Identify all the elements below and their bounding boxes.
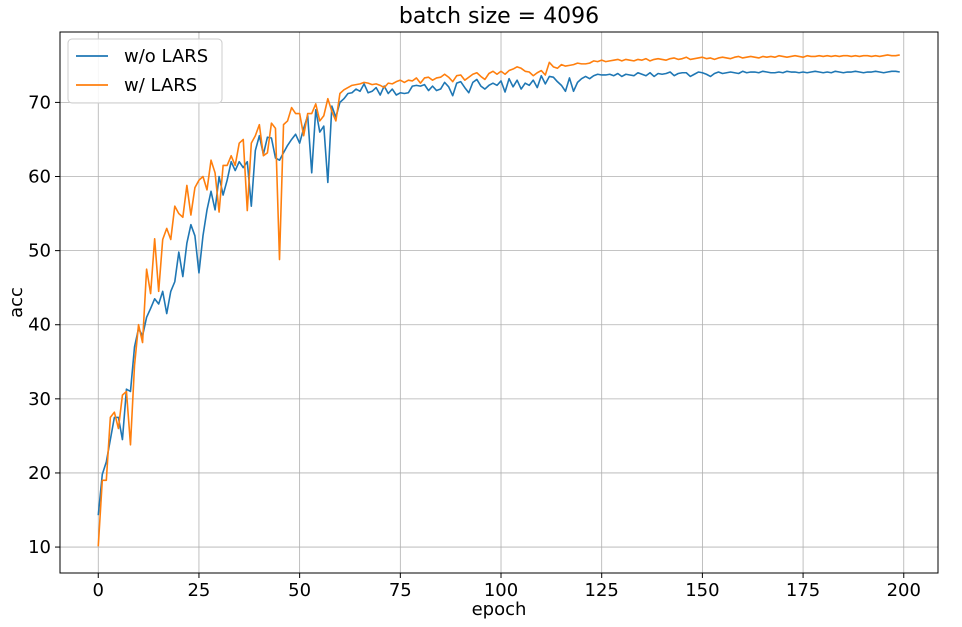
series-line-w-lars	[97, 54, 900, 547]
plot-lines	[97, 54, 900, 547]
chart-title: batch size = 4096	[399, 4, 599, 29]
legend: w/o LARS w/ LARS	[67, 38, 223, 104]
y-tick-label: 10	[28, 537, 51, 558]
x-tick-label: 25	[187, 580, 210, 601]
x-tick-label: 75	[389, 580, 412, 601]
legend-box	[67, 38, 223, 104]
axis-ticks: 0 25 50 75 100 125 150 175 200 10 20 30 40 50 60 70	[28, 92, 921, 601]
x-tick-label: 125	[585, 580, 619, 601]
x-tick-label: 150	[685, 580, 719, 601]
plot-frame	[59, 31, 939, 574]
x-tick-label: 50	[288, 580, 311, 601]
series-line-wo-lars	[97, 70, 900, 516]
y-tick-label: 50	[28, 241, 51, 262]
y-tick-label: 40	[28, 315, 51, 336]
grid-lines	[60, 32, 938, 573]
x-tick-label: 200	[887, 580, 921, 601]
x-tick-label: 175	[786, 580, 820, 601]
x-tick-label: 100	[484, 580, 518, 601]
x-tick-label: 0	[93, 580, 104, 601]
y-tick-label: 20	[28, 463, 51, 484]
y-tick-label: 70	[28, 92, 51, 113]
legend-label: w/ LARS	[124, 75, 197, 96]
y-tick-label: 60	[28, 167, 51, 188]
y-tick-label: 30	[28, 389, 51, 410]
y-axis-label: acc	[6, 287, 27, 318]
legend-label: w/o LARS	[124, 46, 208, 67]
x-axis-label: epoch	[472, 599, 527, 620]
